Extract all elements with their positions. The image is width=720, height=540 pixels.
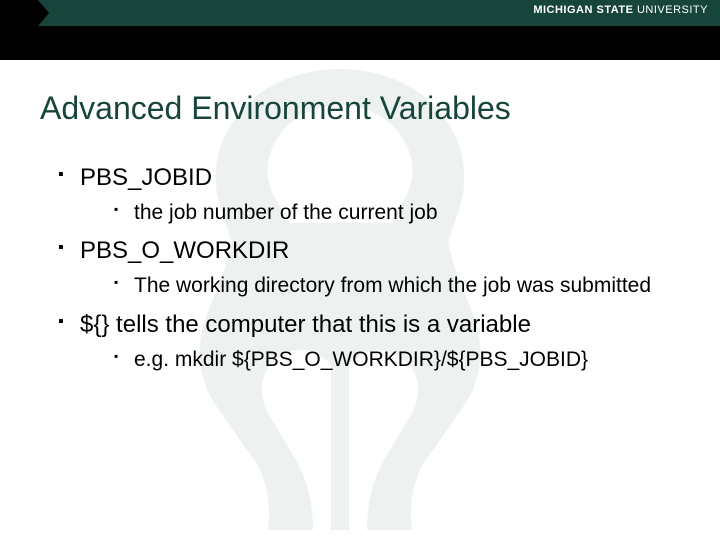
sub-bullet-item: the job number of the current job: [114, 199, 680, 226]
brand-light: UNIVERSITY: [633, 4, 708, 16]
bullet-list: PBS_JOBID the job number of the current …: [40, 163, 680, 373]
bullet-text: PBS_JOBID: [80, 164, 212, 191]
header-bar: MICHIGAN STATE UNIVERSITY: [0, 0, 720, 26]
slide-title: Advanced Environment Variables: [40, 90, 680, 127]
sub-bullet-item: The working directory from which the job…: [114, 272, 680, 299]
bullet-text: PBS_O_WORKDIR: [80, 237, 289, 264]
sub-bullet-item: e.g. mkdir ${PBS_O_WORKDIR}/${PBS_JOBID}: [114, 346, 680, 373]
sub-bullet-list: e.g. mkdir ${PBS_O_WORKDIR}/${PBS_JOBID}: [80, 346, 680, 373]
header-black-strip: [0, 26, 720, 60]
sub-bullet-list: The working directory from which the job…: [80, 272, 680, 299]
tab-notch: [0, 0, 38, 26]
tab-chevron-icon: [38, 0, 49, 26]
sub-bullet-list: the job number of the current job: [80, 199, 680, 226]
slide-content: Advanced Environment Variables PBS_JOBID…: [0, 60, 720, 373]
bullet-item: PBS_JOBID the job number of the current …: [58, 163, 680, 226]
brand-bold: MICHIGAN STATE: [533, 4, 633, 16]
bullet-item: ${} tells the computer that this is a va…: [58, 310, 680, 373]
bullet-item: PBS_O_WORKDIR The working directory from…: [58, 236, 680, 299]
brand-text: MICHIGAN STATE UNIVERSITY: [533, 4, 708, 16]
bullet-text: ${} tells the computer that this is a va…: [80, 311, 531, 338]
